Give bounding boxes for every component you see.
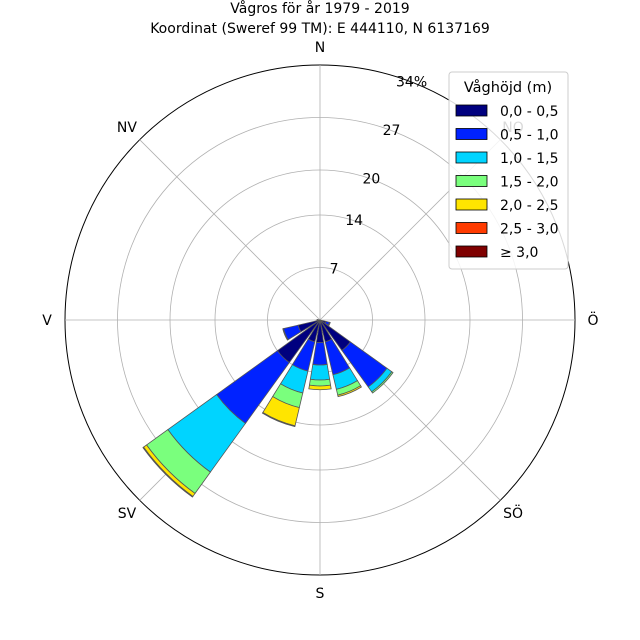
legend-frame — [448, 71, 569, 270]
legend-label-3: 1,5 - 2,0 — [500, 175, 558, 191]
bar-segment-dir247.5-bin2 — [282, 328, 289, 341]
bar-segment-dir202.5-bin5 — [261, 411, 296, 428]
bar-segment-dir180-bin1 — [312, 341, 328, 366]
bar-segment-dir180-bin3 — [308, 378, 332, 387]
bar-segment-dir112.5-bin2 — [327, 321, 331, 327]
grid-spoke-315 — [139, 139, 321, 321]
bar-segment-dir225-bin5 — [142, 446, 194, 498]
legend-label-2: 1,0 - 1,5 — [500, 151, 558, 167]
radial-tick-label-14: 14 — [345, 213, 363, 229]
legend-title: Våghöjd (m) — [464, 79, 552, 96]
radial-tick-label-7: 7 — [330, 262, 339, 278]
wave-bars — [142, 319, 394, 498]
bar-segment-dir135-bin3 — [371, 371, 394, 394]
legend-label-1: 0,5 - 1,0 — [500, 128, 558, 144]
direction-label-n: N — [315, 40, 325, 56]
direction-label-v: V — [42, 313, 52, 329]
chart-subtitle: Koordinat (Sweref 99 TM): E 444110, N 61… — [150, 21, 490, 37]
legend-swatch-5 — [455, 222, 488, 234]
radial-tick-label-27: 27 — [383, 123, 401, 139]
direction-label-nv: NV — [117, 120, 137, 136]
legend: Våghöjd (m) 0,0 - 0,5 0,5 - 1,0 1,0 - 1,5 1… — [448, 71, 569, 270]
direction-label-s: S — [316, 586, 325, 602]
chart-title: Vågros för år 1979 - 2019 — [230, 0, 409, 17]
radial-tick-label-20: 20 — [362, 171, 380, 187]
legend-label-6: ≥ 3,0 — [500, 245, 538, 261]
legend-label-0: 0,0 - 0,5 — [500, 104, 558, 120]
legend-swatch-2 — [455, 151, 488, 164]
legend-swatch-1 — [455, 128, 488, 140]
bar-segment-dir157.5-bin4 — [337, 385, 362, 398]
bar-segment-dir180-bin2 — [309, 363, 331, 381]
legend-swatch-4 — [455, 198, 488, 211]
bar-segment-dir270-bin1 — [316, 319, 319, 321]
legend-label-4: 2,0 - 2,5 — [500, 198, 558, 214]
legend-swatch-0 — [455, 104, 488, 117]
legend-swatch-6 — [455, 245, 488, 258]
bar-segment-dir180-bin4 — [308, 384, 332, 391]
direction-label-sö: SÖ — [503, 504, 523, 522]
radial-tick-label-34: 34% — [396, 74, 427, 90]
legend-label-5: 2,5 - 3,0 — [500, 222, 558, 238]
direction-label-sv: SV — [118, 506, 137, 522]
legend-swatch-3 — [455, 175, 488, 187]
direction-label-ö: Ö — [587, 311, 598, 329]
